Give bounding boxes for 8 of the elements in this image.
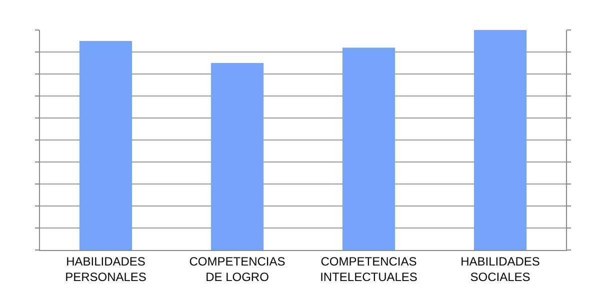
- x-tick-label: HABILIDADES SOCIALES: [460, 254, 540, 284]
- x-tick-label: COMPETENCIAS DE LOGRO: [189, 254, 286, 284]
- bar: [342, 48, 396, 250]
- bar: [79, 41, 132, 250]
- x-tick-label: HABILIDADES PERSONALES: [65, 254, 146, 284]
- bar: [210, 63, 264, 250]
- x-tick-label: COMPETENCIAS INTELECTUALES: [320, 254, 418, 284]
- bar: [474, 30, 527, 250]
